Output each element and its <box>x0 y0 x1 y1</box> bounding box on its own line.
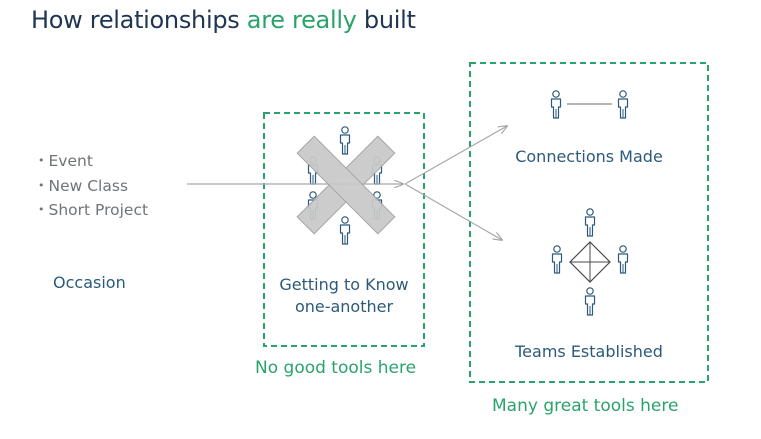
getting-to-know-label: Getting to Know one-another <box>264 274 424 318</box>
team-diamond <box>551 208 629 316</box>
title-part-2: built <box>356 6 416 34</box>
person-icon <box>617 90 629 119</box>
occasion-item: Short Project <box>38 199 149 224</box>
getting-to-know-line-2: one-another <box>294 297 394 316</box>
many-great-tools-caption: Many great tools here <box>492 396 679 416</box>
occasion-item: Event <box>38 150 148 175</box>
right-dashed-box <box>469 62 709 383</box>
title-highlight: are really <box>246 6 357 34</box>
person-icon <box>551 245 563 274</box>
arrow-to-teams <box>404 183 502 240</box>
person-icon <box>550 90 562 119</box>
no-good-tools-caption: No good tools here <box>255 358 417 378</box>
occasion-label: Occasion <box>53 273 126 292</box>
title-part-1: How relationships <box>31 6 247 34</box>
teams-established-label: Teams Established <box>515 342 663 361</box>
connections-made-label: Connections Made <box>515 147 663 166</box>
crossed-out-x-icon <box>296 135 396 235</box>
getting-to-know-line-1: Getting to Know <box>279 275 409 294</box>
occasion-list: Event New Class Short Project <box>38 150 149 224</box>
page-title: How relationships are really built <box>31 6 416 34</box>
connections-pair <box>550 90 629 119</box>
person-icon <box>584 287 596 316</box>
person-icon <box>339 216 351 245</box>
person-icon <box>617 245 629 274</box>
person-icon <box>584 208 596 237</box>
arrow-to-connections <box>404 126 507 185</box>
middle-dashed-box <box>263 112 425 347</box>
occasion-item: New Class <box>38 175 148 200</box>
person-icon <box>339 126 351 155</box>
